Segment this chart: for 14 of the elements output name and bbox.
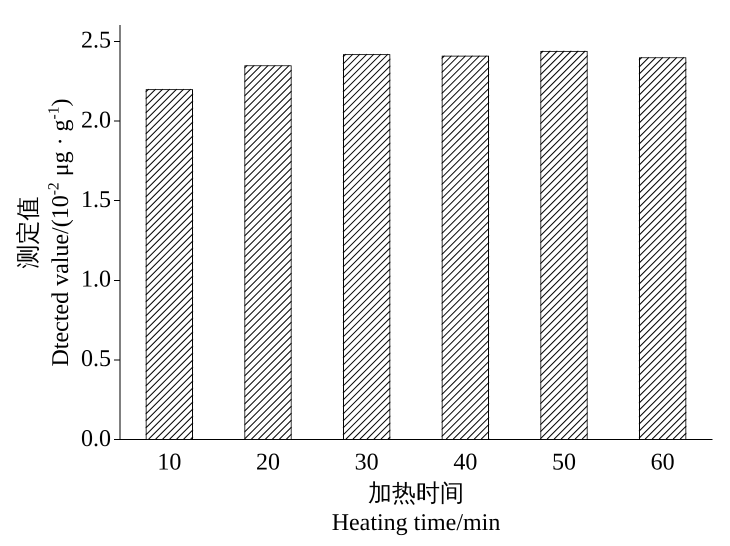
y-tick-label: 2.5 <box>81 28 111 54</box>
x-tick-label: 10 <box>157 449 182 476</box>
y-tick-label: 0.0 <box>81 426 111 452</box>
x-tick-label: 60 <box>650 449 675 476</box>
y-axis-title: 测定值 Dtected value/(10-2 μg · g-1) <box>15 98 74 367</box>
y-tick-label: 0.5 <box>81 346 111 372</box>
y-tick-label: 2.0 <box>81 107 111 134</box>
x-tick-label: 40 <box>453 449 478 476</box>
x-tick-label: 20 <box>256 449 280 476</box>
x-tick-label: 30 <box>354 449 379 476</box>
x-axis-title: 加热时间 Heating time/min <box>332 481 500 536</box>
y-tick-label: 1.0 <box>81 266 111 293</box>
x-tick-label: 50 <box>552 449 576 476</box>
y-tick-label: 1.5 <box>81 186 111 213</box>
